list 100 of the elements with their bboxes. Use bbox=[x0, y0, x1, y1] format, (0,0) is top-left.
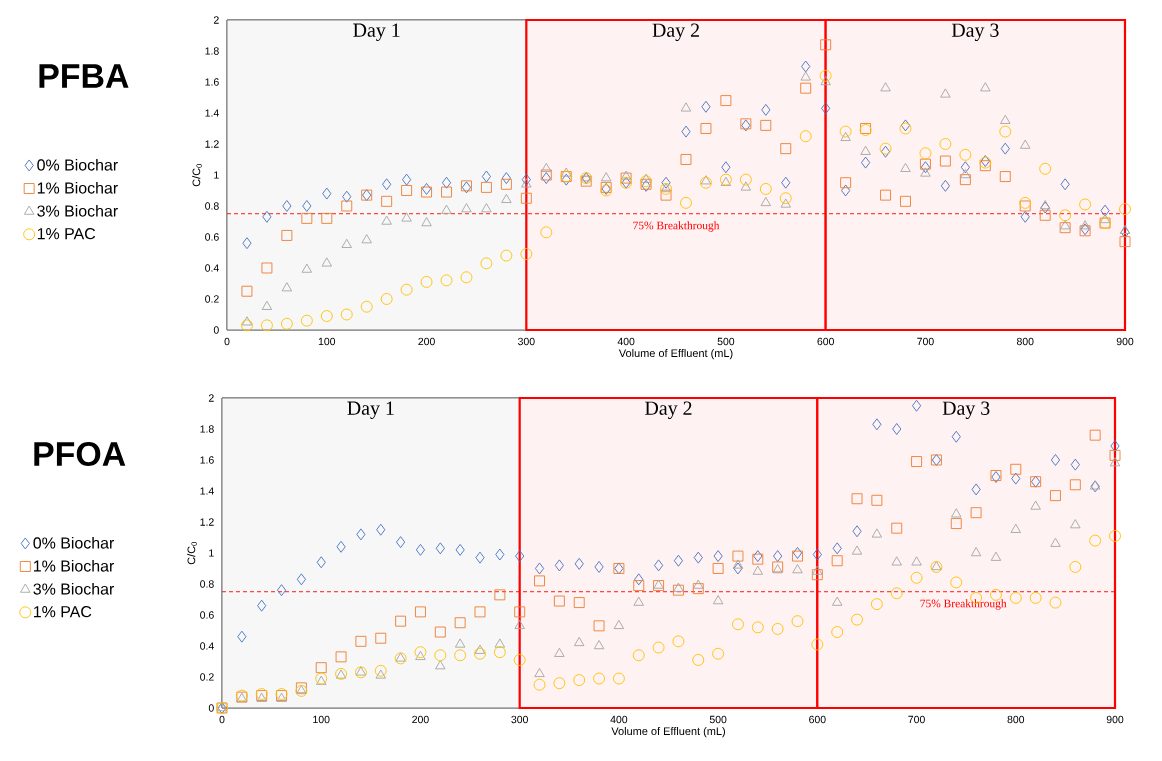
point bbox=[280, 317, 293, 330]
point bbox=[680, 154, 692, 165]
point bbox=[720, 95, 732, 107]
point bbox=[841, 184, 851, 197]
point bbox=[534, 562, 545, 575]
point bbox=[632, 649, 645, 662]
point bbox=[494, 638, 506, 648]
point bbox=[415, 650, 426, 661]
point bbox=[455, 543, 465, 556]
x-tick-label: 900 bbox=[1116, 337, 1134, 346]
band-label: Day 3 bbox=[942, 401, 990, 419]
point bbox=[1070, 458, 1080, 471]
point bbox=[620, 172, 632, 184]
point bbox=[1089, 429, 1101, 441]
point bbox=[851, 493, 863, 505]
point bbox=[660, 189, 672, 201]
x-tick-label: 400 bbox=[617, 337, 635, 346]
point bbox=[421, 217, 432, 227]
ref-line-label: 75% Breakthrough bbox=[920, 599, 1007, 610]
point bbox=[515, 550, 525, 563]
point bbox=[759, 182, 772, 195]
point bbox=[840, 131, 851, 141]
point bbox=[460, 271, 473, 284]
y-tick-label: 1.4 bbox=[205, 109, 219, 117]
point bbox=[500, 249, 513, 262]
y-tick-label: 1.8 bbox=[200, 425, 214, 433]
point bbox=[415, 606, 426, 618]
point bbox=[420, 275, 433, 288]
point bbox=[990, 551, 1002, 561]
legend-label: 3% Biochar bbox=[33, 582, 115, 595]
point bbox=[970, 547, 982, 557]
point bbox=[871, 528, 883, 538]
point bbox=[832, 542, 842, 555]
point bbox=[553, 595, 565, 607]
point bbox=[811, 638, 824, 651]
point bbox=[831, 626, 844, 638]
point bbox=[296, 573, 306, 586]
point bbox=[852, 525, 862, 538]
point bbox=[1039, 209, 1051, 221]
point bbox=[374, 664, 387, 677]
point bbox=[554, 647, 565, 657]
point bbox=[381, 215, 392, 225]
point bbox=[712, 595, 724, 605]
y-tick-label: 0.4 bbox=[205, 264, 219, 272]
y-axis-title: C/C$_{0}$ bbox=[192, 163, 202, 187]
point bbox=[760, 196, 772, 207]
point bbox=[435, 660, 446, 670]
point bbox=[435, 542, 445, 555]
x-axis-title: Volume of Effluent (mL) bbox=[618, 349, 733, 360]
point bbox=[1069, 479, 1081, 491]
y-tick-label: 1.2 bbox=[200, 518, 214, 526]
point bbox=[342, 190, 352, 203]
point bbox=[361, 234, 372, 244]
point bbox=[839, 125, 852, 138]
point bbox=[940, 179, 950, 192]
point bbox=[561, 167, 572, 177]
y-tick-label: 0.8 bbox=[205, 202, 219, 210]
point bbox=[454, 649, 467, 662]
point bbox=[681, 125, 691, 138]
point bbox=[1029, 591, 1042, 604]
point bbox=[241, 316, 253, 326]
point bbox=[1099, 213, 1111, 224]
point bbox=[1000, 114, 1011, 124]
point bbox=[401, 212, 412, 222]
point bbox=[593, 620, 605, 632]
point bbox=[553, 677, 566, 690]
point bbox=[811, 569, 823, 581]
point bbox=[1039, 200, 1051, 210]
point bbox=[701, 100, 711, 113]
point bbox=[475, 551, 485, 564]
point bbox=[693, 579, 704, 589]
legend-label: 1% PAC bbox=[34, 606, 92, 618]
point bbox=[1120, 226, 1130, 239]
point bbox=[282, 200, 292, 212]
point bbox=[321, 212, 333, 224]
point bbox=[781, 176, 791, 189]
point bbox=[1039, 162, 1052, 175]
point bbox=[594, 560, 604, 573]
point bbox=[441, 186, 452, 198]
point bbox=[501, 172, 511, 185]
point bbox=[1019, 196, 1032, 209]
y-tick-label: 0.2 bbox=[205, 295, 219, 303]
point bbox=[960, 161, 970, 174]
point bbox=[890, 587, 903, 600]
point bbox=[791, 615, 804, 628]
point bbox=[1119, 224, 1131, 234]
point bbox=[939, 138, 952, 150]
point bbox=[732, 618, 744, 631]
x-tick-label: 300 bbox=[518, 337, 535, 346]
point bbox=[911, 399, 922, 412]
point bbox=[241, 285, 253, 297]
point bbox=[501, 193, 512, 203]
point bbox=[861, 156, 871, 169]
point bbox=[400, 283, 413, 296]
point bbox=[739, 173, 752, 186]
point bbox=[593, 640, 605, 650]
point bbox=[301, 263, 313, 273]
point bbox=[680, 196, 692, 209]
x-tick-label: 500 bbox=[709, 715, 727, 724]
point bbox=[712, 563, 724, 574]
